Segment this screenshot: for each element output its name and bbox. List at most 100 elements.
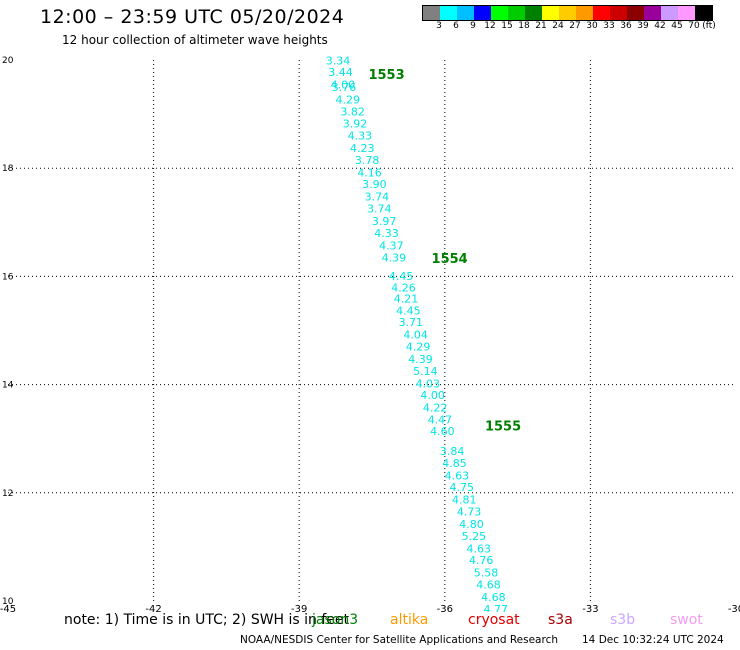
y-tick-label: 12 [2, 489, 13, 499]
color-scale-label: 12 [484, 21, 496, 31]
swh-value: 4.21 [394, 292, 419, 305]
swh-value: 4.29 [335, 93, 360, 106]
color-scale-label: 70 [688, 21, 700, 31]
satellite-legend-item: s3b [610, 612, 636, 628]
color-scale-label: 3 [436, 21, 442, 31]
credit-text: NOAA/NESDIS Center for Satellite Applica… [240, 634, 558, 646]
swh-value: 4.04 [403, 329, 428, 342]
swh-value: 3.97 [372, 215, 397, 228]
generated-timestamp: 14 Dec 10:32:24 UTC 2024 [582, 634, 724, 646]
color-scale-label: 42 [654, 21, 666, 31]
color-scale-label: (ft) [702, 21, 716, 31]
x-tick-label: -30 [728, 604, 740, 612]
color-scale-label: 21 [535, 21, 547, 31]
swh-value: 4.77 [484, 603, 509, 612]
color-swatch [576, 6, 593, 20]
color-swatch [474, 6, 491, 20]
color-scale-label: 33 [603, 21, 615, 31]
swh-value: 4.81 [452, 494, 477, 507]
color-swatch [678, 6, 695, 20]
color-scale-label: 30 [586, 21, 598, 31]
swh-value: 4.23 [350, 142, 375, 155]
page-title: 12:00 – 23:59 UTC 05/20/2024 [40, 6, 345, 28]
swh-value: 3.44 [328, 66, 353, 79]
satellite-legend-item: s3a [548, 612, 573, 628]
swh-value: 4.63 [467, 542, 492, 555]
swh-value: 4.33 [374, 227, 399, 240]
y-tick-label: 14 [2, 381, 14, 391]
color-scale-label: 15 [501, 21, 513, 31]
satellite-legend-item: cryosat [468, 612, 520, 628]
swh-value: 3.74 [367, 203, 392, 216]
swh-value: 4.39 [382, 251, 407, 264]
color-swatch [644, 6, 661, 20]
swh-value: 4.16 [357, 166, 382, 179]
swh-value: 4.00 [420, 389, 445, 402]
swh-value: 3.82 [340, 106, 365, 119]
swh-value: 4.03 [416, 377, 441, 390]
swh-value: 4.37 [379, 239, 404, 252]
color-scale-labels: 3 6 9 12 15 18 21 24 27 30 33 36 39 42 45 70 (ft) [422, 21, 740, 35]
swh-value: 4.45 [389, 270, 414, 283]
page-subtitle: 12 hour collection of altimeter wave hei… [62, 33, 328, 47]
color-scale-label: 27 [569, 21, 581, 31]
y-tick-label: 18 [2, 164, 14, 174]
swh-value: 3.78 [355, 154, 380, 167]
satellite-legend-item: altika [390, 612, 429, 628]
color-scale-label: 9 [470, 21, 476, 31]
color-swatch [661, 6, 678, 20]
color-swatch [440, 6, 457, 20]
color-scale-label: 6 [453, 21, 459, 31]
swh-value: 4.47 [428, 414, 453, 427]
swh-value: 3.90 [362, 178, 387, 191]
x-tick-label: -39 [291, 604, 307, 612]
swh-value: 4.80 [459, 518, 484, 531]
swh-value: 3.74 [365, 191, 390, 204]
color-scale-label: 18 [518, 21, 530, 31]
x-tick-label: -45 [0, 604, 16, 612]
swh-value: 4.60 [430, 425, 455, 438]
pass-number-label: 1555 [485, 420, 521, 435]
swh-value: 4.73 [457, 506, 482, 519]
swh-value: 4.00 [331, 79, 356, 92]
color-swatch [525, 6, 542, 20]
color-swatch [508, 6, 525, 20]
pass-number-label: 1554 [432, 252, 468, 267]
color-scale-label: 45 [671, 21, 683, 31]
swh-value: 4.39 [408, 353, 433, 366]
color-swatch [593, 6, 610, 20]
swh-value: 4.45 [396, 304, 421, 317]
wave-height-map: -45-42-39-36-33-302018161412103.343.444.… [0, 54, 740, 612]
color-scale-label: 39 [637, 21, 649, 31]
x-tick-label: -36 [437, 604, 453, 612]
swh-value: 4.75 [450, 481, 475, 494]
swh-value: 4.26 [391, 282, 416, 295]
swh-value: 4.33 [348, 130, 373, 143]
color-swatch [542, 6, 559, 20]
color-scale-bar [422, 5, 713, 21]
swh-value: 3.92 [343, 118, 368, 131]
swh-value: 4.68 [476, 579, 501, 592]
footer-note: note: 1) Time is in UTC; 2) SWH is in fe… [64, 612, 350, 628]
color-swatch [491, 6, 508, 20]
swh-value: 4.63 [445, 469, 470, 482]
color-swatch [627, 6, 644, 20]
swh-value: 3.71 [399, 316, 424, 329]
x-tick-label: -33 [582, 604, 598, 612]
swh-value: 4.76 [469, 554, 494, 567]
swh-value: 4.85 [442, 457, 467, 470]
pass-number-label: 1553 [368, 68, 404, 83]
swh-value: 5.58 [474, 567, 499, 580]
color-scale-label: 36 [620, 21, 632, 31]
swh-value: 3.34 [326, 54, 351, 67]
color-swatch [423, 6, 440, 20]
satellite-legend-item: swot [670, 612, 703, 628]
swh-value: 4.68 [481, 591, 506, 604]
y-tick-label: 20 [2, 56, 14, 66]
swh-value: 3.84 [440, 445, 465, 458]
color-scale-label: 24 [552, 21, 564, 31]
color-swatch [559, 6, 576, 20]
swh-value: 3.76 [332, 81, 357, 94]
y-tick-label: 10 [2, 597, 14, 607]
color-swatch [610, 6, 627, 20]
